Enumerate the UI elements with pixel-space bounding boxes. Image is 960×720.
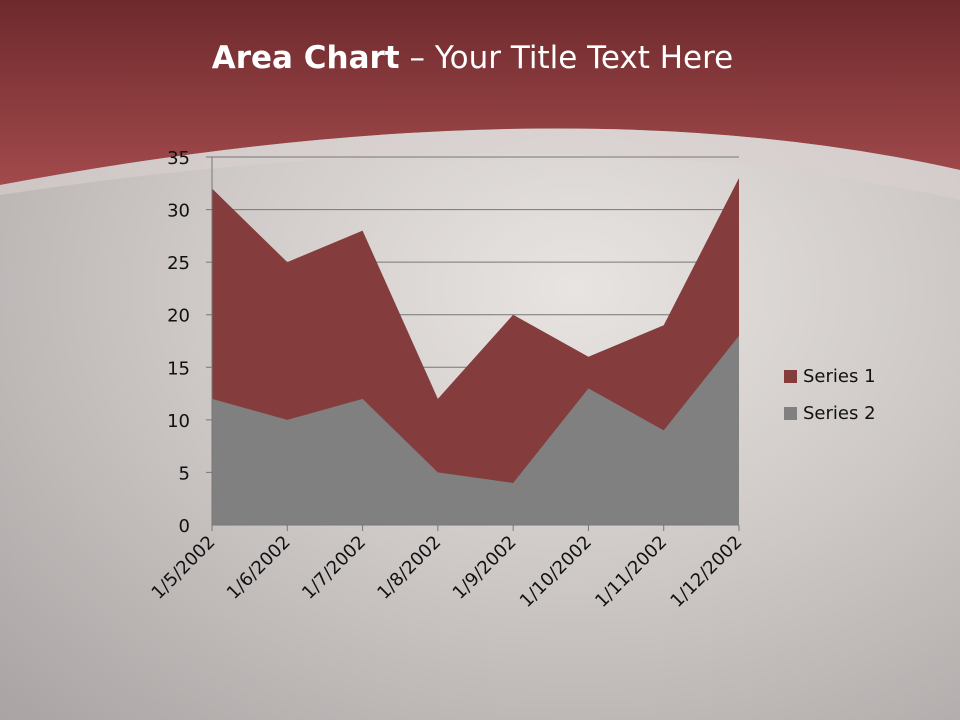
legend-swatch: [784, 370, 797, 383]
y-tick-label: 0: [179, 516, 190, 537]
title-rest: – Your Title Text Here: [399, 40, 734, 76]
title-bold: Area Chart: [211, 40, 400, 76]
x-tick-label: 1/11/2002: [591, 532, 671, 612]
y-tick-label: 20: [167, 306, 190, 327]
legend-item: Series 2: [784, 395, 876, 432]
header-banner: [0, 0, 960, 200]
legend: Series 1 Series 2: [784, 358, 876, 432]
x-tick-label: 1/9/2002: [449, 532, 521, 604]
y-tick-label: 5: [179, 463, 190, 484]
x-tick-label: 1/8/2002: [373, 532, 445, 604]
legend-label: Series 2: [803, 403, 876, 424]
slide-title: Area Chart – Your Title Text Here: [0, 40, 945, 76]
x-tick-label: 1/7/2002: [298, 532, 370, 604]
x-tick-label: 1/6/2002: [223, 532, 295, 604]
legend-swatch: [784, 407, 797, 420]
y-tick-label: 35: [167, 148, 190, 169]
y-tick-label: 30: [167, 201, 190, 222]
x-tick-label: 1/10/2002: [516, 532, 596, 612]
y-tick-label: 25: [167, 253, 190, 274]
y-tick-label: 10: [167, 411, 190, 432]
legend-label: Series 1: [803, 366, 876, 387]
x-tick-label: 1/12/2002: [666, 532, 746, 612]
series-area-2: [212, 335, 739, 525]
y-tick-label: 15: [167, 358, 190, 379]
legend-item: Series 1: [784, 358, 876, 395]
x-tick-label: 1/5/2002: [148, 532, 220, 604]
